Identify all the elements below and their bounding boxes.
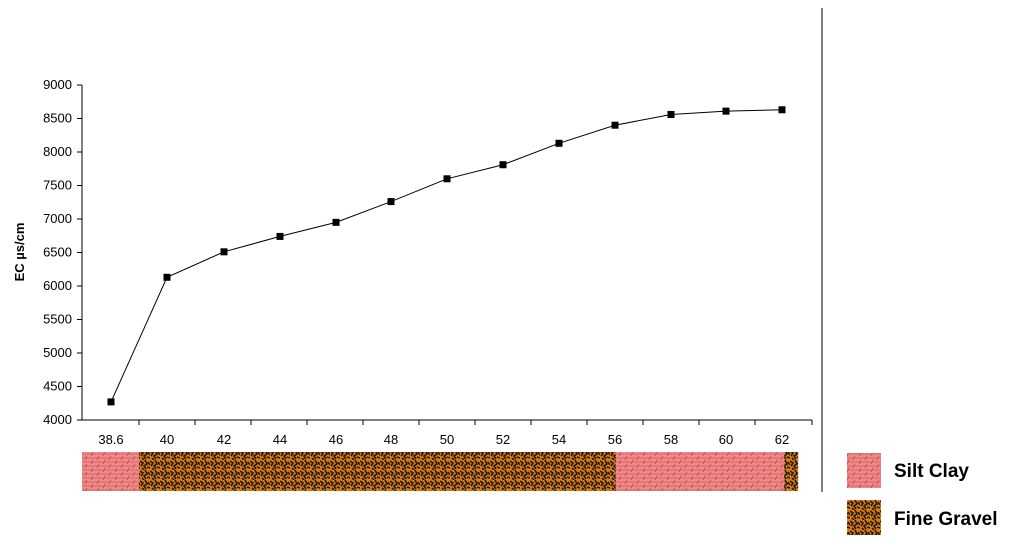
data-point-marker (220, 248, 228, 256)
x-tick-label: 54 (552, 432, 566, 447)
legend-label-silt-clay: Silt Clay (894, 461, 969, 482)
y-tick-label: 6500 (43, 245, 72, 260)
legend-item-silt-clay: Silt Clay (847, 453, 969, 488)
data-point-marker (499, 161, 507, 169)
x-tick-label: 56 (608, 432, 622, 447)
x-tick-label: 62 (775, 432, 789, 447)
data-point-marker (107, 398, 115, 406)
plot-area: 4000 4500 5000 5500 6000 6500 7000 7500 8000 8500… (12, 8, 823, 492)
data-point-marker (722, 107, 730, 115)
y-axis-label: EC µs/cm (12, 223, 27, 282)
x-tick-label: 38.6 (98, 432, 123, 447)
y-tick-label: 7500 (43, 178, 72, 193)
data-point-marker (778, 106, 786, 114)
data-point-marker (387, 198, 395, 206)
data-point-marker (443, 175, 451, 183)
y-tick-label: 9000 (43, 77, 72, 92)
series-line (110, 109, 783, 403)
y-tick-label: 8500 (43, 111, 72, 126)
data-point-marker (332, 218, 340, 226)
x-tick-label: 46 (329, 432, 343, 447)
fine-gravel-layer (784, 452, 799, 491)
y-tick-label: 6000 (43, 278, 72, 293)
data-point-marker (163, 273, 171, 281)
legend: Silt Clay Fine Gravel (847, 453, 998, 535)
data-point-marker (667, 110, 675, 118)
x-tick-label: 44 (273, 432, 287, 447)
fine-gravel-swatch (847, 500, 881, 535)
silt-clay-swatch (847, 453, 881, 488)
silt-clay-layer (82, 452, 139, 491)
lithology-column (82, 452, 799, 491)
y-tick-label: 5000 (43, 345, 72, 360)
x-tick-label: 50 (440, 432, 454, 447)
legend-item-fine-gravel: Fine Gravel (847, 500, 998, 535)
data-point-marker (555, 139, 563, 147)
x-axis-ticks: 38.6 40 42 44 46 48 50 52 54 56 58 60 62 (98, 420, 813, 447)
x-tick-label: 52 (496, 432, 510, 447)
y-tick-label: 4500 (43, 379, 72, 394)
x-tick-label: 42 (217, 432, 231, 447)
x-tick-label: 40 (160, 432, 174, 447)
data-point-marker (611, 121, 619, 129)
x-tick-label: 48 (384, 432, 398, 447)
silt-clay-layer (615, 452, 785, 491)
y-tick-label: 5500 (43, 312, 72, 327)
series-markers (107, 106, 786, 406)
y-tick-label: 4000 (43, 412, 72, 427)
x-tick-label: 60 (719, 432, 733, 447)
x-tick-label: 58 (664, 432, 678, 447)
y-tick-label: 8000 (43, 144, 72, 159)
fine-gravel-layer (139, 452, 616, 491)
y-axis-ticks: 4000 4500 5000 5500 6000 6500 7000 7500 8000 8500… (43, 77, 82, 427)
y-tick-label: 7000 (43, 211, 72, 226)
data-point-marker (276, 232, 284, 240)
legend-label-fine-gravel: Fine Gravel (894, 509, 998, 530)
